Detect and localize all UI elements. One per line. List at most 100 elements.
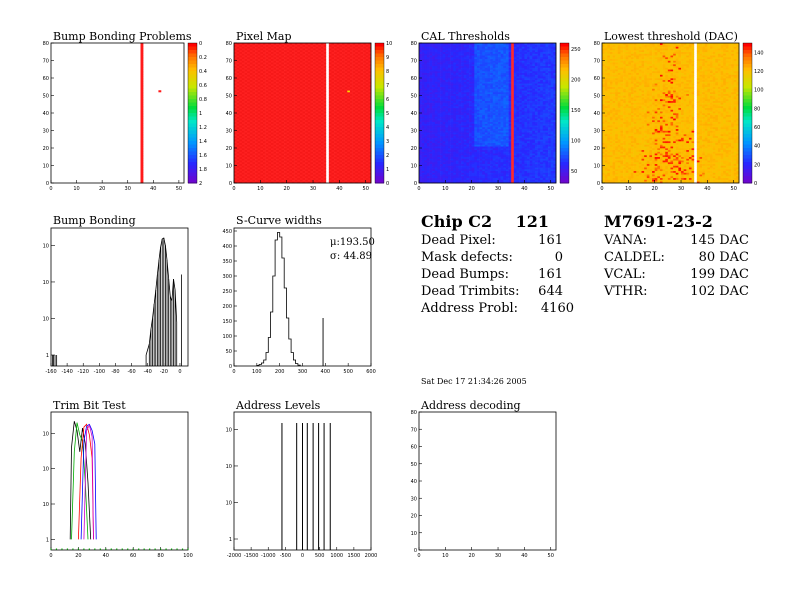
heatmap-cell	[355, 85, 359, 88]
y-tick-label: 70	[226, 59, 232, 65]
heatmap-cell	[234, 60, 237, 63]
heatmap-cell	[357, 53, 361, 56]
heatmap-cell	[234, 151, 237, 154]
heatmap-cell	[239, 58, 243, 61]
heatmap-cell	[421, 165, 425, 168]
heatmap-cell	[270, 158, 274, 161]
heatmap-cell	[305, 57, 309, 60]
heatmap-cell	[291, 151, 295, 154]
heatmap-cell	[239, 106, 243, 109]
heatmap-cell	[434, 170, 438, 173]
heatmap-cell	[336, 48, 340, 51]
heatmap-cell	[286, 139, 290, 142]
heatmap-cell	[344, 141, 348, 144]
heatmap-cell	[357, 111, 361, 114]
heatmap-cell	[302, 69, 306, 72]
heatmap-cell	[260, 71, 264, 74]
heatmap-cell	[363, 78, 367, 81]
heatmap-cell	[241, 83, 245, 86]
heatmap-cell	[297, 120, 301, 123]
heatmap-cell	[252, 172, 256, 175]
heatmap-cell	[344, 46, 348, 49]
heatmap-cell	[302, 58, 306, 61]
heatmap-cell	[432, 179, 436, 182]
heatmap-cell	[268, 92, 272, 95]
heatmap-cell	[339, 65, 343, 68]
heatmap-cell	[260, 85, 264, 88]
heatmap-cell	[247, 116, 251, 119]
heatmap-cell	[255, 149, 259, 152]
heatmap-cell	[355, 43, 359, 46]
heatmap-cell	[432, 149, 436, 152]
heatmap-cell	[334, 50, 338, 53]
heatmap-cell	[344, 172, 348, 175]
heatmap-cell	[262, 146, 266, 149]
heatmap-cell	[434, 102, 438, 105]
heatmap-cell	[336, 123, 340, 126]
heatmap-cell	[249, 162, 253, 165]
heatmap-cell	[432, 153, 436, 156]
heatmap-cell	[326, 67, 330, 70]
heatmap-cell	[140, 125, 144, 128]
heatmap-cell	[268, 156, 272, 159]
heatmap-cell	[278, 83, 282, 86]
heatmap-cell	[421, 92, 425, 95]
heatmap-cell	[247, 118, 251, 121]
heatmap-cell	[276, 79, 280, 82]
heatmap-cell	[257, 134, 261, 137]
heatmap-cell	[239, 78, 243, 81]
heatmap-cell	[342, 114, 345, 117]
heatmap-cell	[360, 74, 364, 77]
heatmap-cell	[268, 100, 272, 103]
heatmap-cell	[302, 102, 306, 105]
heatmap-cell	[342, 120, 345, 123]
heatmap-cell	[363, 90, 367, 93]
heatmap-cell	[291, 60, 295, 63]
heatmap-cell	[365, 107, 369, 110]
heatmap-cell	[241, 146, 245, 149]
heatmap-cell	[307, 60, 311, 63]
heatmap-cell	[262, 67, 266, 70]
heatmap-cell	[360, 106, 364, 109]
heatmap-cell	[352, 78, 356, 81]
plot-frame	[50, 42, 185, 184]
heatmap-cell	[429, 102, 433, 105]
scurve-sigma: σ: 44.89	[330, 251, 373, 262]
heatmap-cell	[424, 130, 428, 133]
heatmap-cell	[140, 162, 144, 165]
heatmap-cell	[255, 111, 259, 114]
heatmap-cell	[140, 132, 144, 135]
heatmap-cell	[342, 69, 345, 72]
heatmap-cell	[318, 148, 322, 151]
heatmap-cell	[289, 139, 293, 142]
heatmap-cell	[328, 71, 332, 74]
heatmap-cell	[421, 76, 425, 79]
heatmap-cell	[365, 51, 369, 54]
heatmap-cell	[360, 118, 364, 121]
heatmap-cell	[252, 76, 256, 79]
heatmap-cell	[429, 151, 433, 154]
heatmap-cell	[331, 58, 335, 61]
heatmap-cell	[307, 141, 311, 144]
heatmap-cell	[276, 148, 280, 151]
heatmap-cell	[278, 72, 282, 75]
heatmap-cell	[355, 71, 359, 74]
heatmap-cell	[255, 60, 259, 63]
heatmap-cell	[244, 155, 248, 158]
y-tick-label: 50	[226, 94, 232, 100]
heatmap-cell	[434, 153, 438, 156]
heatmap-cell	[255, 48, 259, 51]
heatmap-cell	[365, 97, 369, 100]
heatmap-cell	[323, 65, 327, 68]
heatmap-cell	[291, 163, 295, 166]
heatmap-cell	[270, 99, 274, 102]
heatmap-cell	[429, 176, 433, 179]
heatmap-cell	[268, 69, 272, 72]
heatmap-cell	[315, 74, 319, 77]
heatmap-cell	[421, 85, 425, 88]
y-tick-label: 70	[43, 59, 49, 65]
heatmap-cell	[357, 134, 361, 137]
heatmap-cell	[315, 162, 319, 165]
heatmap-cell	[270, 92, 274, 95]
heatmap-cell	[363, 121, 367, 124]
